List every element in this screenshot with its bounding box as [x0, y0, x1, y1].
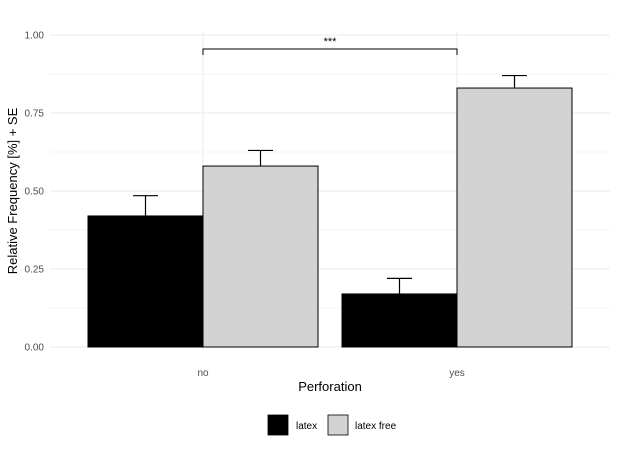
significance-bracket: *** — [202, 36, 458, 56]
y-tick-label-0.25: 0.25 — [25, 265, 45, 276]
error-bars — [133, 74, 527, 294]
y-tick-label-0.75: 0.75 — [25, 109, 45, 120]
bar-latex-no — [87, 215, 204, 348]
legend-swatch-latex-free — [327, 414, 349, 436]
x-axis-ticks: no yes — [197, 368, 464, 379]
bar-latex-free-no — [202, 165, 319, 348]
significance-bracket-line — [202, 48, 458, 56]
y-tick-label-1.00: 1.00 — [25, 31, 45, 42]
legend-label-latex-free: latex free — [355, 421, 397, 432]
x-tick-label-yes: yes — [449, 368, 465, 379]
legend-label-latex: latex — [296, 421, 317, 432]
legend-swatch-latex — [267, 414, 289, 436]
bar-latex-free-yes — [456, 87, 573, 348]
x-axis-title: Perforation — [298, 379, 362, 394]
y-axis-ticks: 0.00 0.25 0.50 0.75 1.00 — [25, 31, 45, 354]
y-axis-title: Relative Frequency [%] + SE — [5, 107, 20, 274]
y-tick-label-0.50: 0.50 — [25, 187, 45, 198]
legend: latex latex free — [267, 414, 397, 436]
bars — [87, 87, 573, 348]
bar-latex-yes — [341, 293, 458, 348]
y-tick-label-0.00: 0.00 — [25, 343, 45, 354]
significance-label: *** — [324, 36, 338, 48]
x-tick-label-no: no — [197, 368, 209, 379]
